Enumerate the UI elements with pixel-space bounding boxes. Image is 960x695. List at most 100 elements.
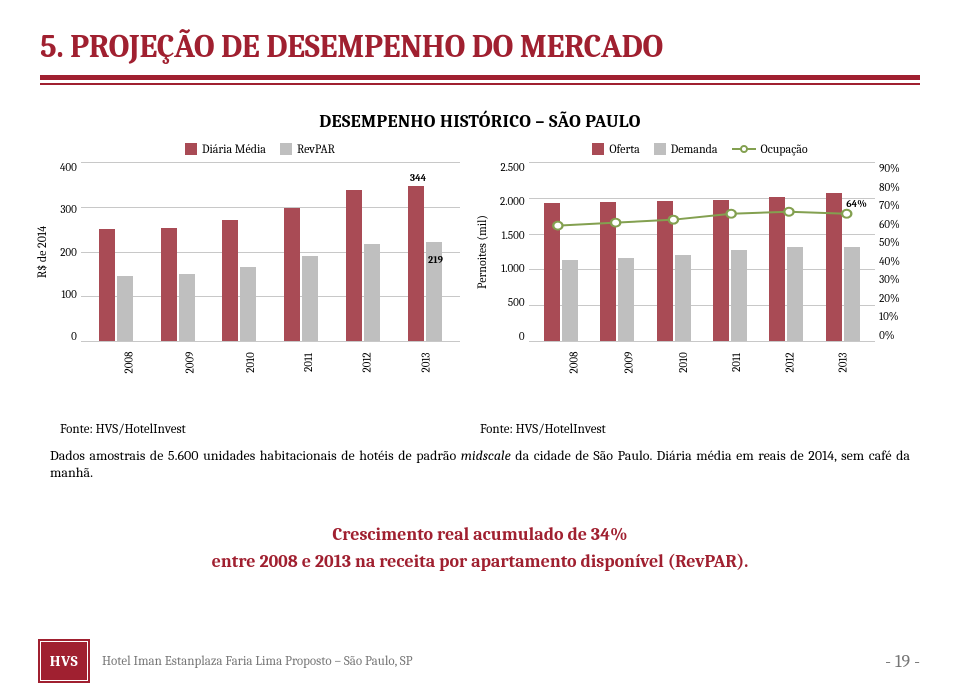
- chart-b-x-ticks: 200820092010201120122013: [500, 344, 900, 369]
- y-tick: 1.000: [500, 263, 525, 274]
- title-text-1: P: [70, 28, 89, 65]
- page-number: - 19 -: [885, 651, 920, 672]
- legend-label: Demanda: [671, 142, 718, 156]
- chart-a-plot: 344 219: [81, 162, 460, 342]
- chart-b-y-ticks: 2.5002.0001.5001.0005000: [500, 162, 529, 342]
- y-tick: 0: [60, 331, 77, 342]
- bar-end-label: 219: [428, 254, 443, 266]
- y2-tick: 90%: [879, 162, 900, 175]
- callout-line-2: entre 2008 e 2013 na receita por apartam…: [40, 548, 920, 575]
- legend-swatch-oferta: [592, 143, 604, 155]
- chart-a-legend: Diária Média RevPAR: [60, 142, 460, 156]
- bar-end-label: 344: [410, 172, 426, 184]
- callout-line-1: Crescimento real acumulado de 34%: [40, 521, 920, 548]
- legend-label: RevPAR: [297, 142, 335, 156]
- legend-item-diaria: Diária Média: [185, 142, 266, 156]
- y2-tick: 50%: [879, 236, 900, 249]
- legend-item-oferta: Oferta: [592, 142, 639, 156]
- legend-line-ocup: [732, 148, 756, 150]
- bar-diaria: [99, 229, 115, 342]
- chart-a-bars: 344 219: [81, 162, 460, 341]
- page-title: 5. PROJEÇÃO DE DESEMPENHO DO MERCADO: [40, 28, 920, 65]
- y2-tick: 20%: [879, 292, 900, 305]
- y-tick: 100: [60, 289, 77, 300]
- x-tick: 2013: [837, 353, 850, 373]
- x-tick: 2013: [420, 353, 433, 373]
- chart-a-source: Fonte: HVS/HotelInvest: [60, 422, 480, 437]
- y2-tick: 0%: [879, 329, 900, 342]
- bar-diaria: [408, 186, 424, 341]
- bar-revpar: [117, 276, 133, 341]
- legend-swatch-diaria: [185, 143, 197, 155]
- bar-group: [222, 220, 256, 342]
- chart-a-x-ticks: 200820092010201120122013: [60, 344, 460, 369]
- chart-a-body: R$ de 2014 4003002001000 344219: [60, 162, 460, 342]
- y2-tick: 70%: [879, 199, 900, 212]
- bar-group: [284, 208, 318, 341]
- footer: HVS Hotel Iman Estanplaza Faria Lima Pro…: [40, 641, 920, 681]
- x-tick: 2008: [122, 352, 135, 374]
- bar-diaria: [161, 228, 177, 341]
- x-tick: 2010: [243, 352, 256, 373]
- notes-italic: midscale: [461, 447, 511, 464]
- chart-b-y2-ticks: 90%80%70%60%50%40%30%20%10%0%: [875, 162, 900, 342]
- y2-tick: 30%: [879, 273, 900, 286]
- legend-item-revpar: RevPAR: [280, 142, 335, 156]
- chart-b-source: Fonte: HVS/HotelInvest: [480, 422, 900, 437]
- bar-revpar: [240, 267, 256, 341]
- bar-revpar: [364, 244, 380, 341]
- line-end-label: 64%: [846, 198, 867, 210]
- legend-item-ocup: Ocupação: [732, 142, 808, 156]
- chart-oferta-demanda-ocup: Oferta Demanda Ocupação Pernoites (mil) …: [500, 142, 900, 382]
- title-rules: [40, 75, 920, 85]
- bar-group: 344219: [408, 186, 442, 341]
- hvs-logo: HVS: [40, 641, 88, 681]
- bar-diaria: [284, 208, 300, 341]
- y-tick: 500: [500, 297, 525, 308]
- legend-item-demanda: Demanda: [654, 142, 718, 156]
- title-text-rest: ROJEÇÃO DE DESEMPENHO DO MERCADO: [89, 28, 663, 65]
- rule-thin: [40, 83, 920, 85]
- bar-group: [99, 229, 133, 342]
- x-tick: 2011: [302, 353, 315, 372]
- chart-b-legend: Oferta Demanda Ocupação: [500, 142, 900, 156]
- x-tick: 2008: [567, 352, 580, 374]
- bar-revpar: [302, 256, 318, 342]
- y2-tick: 60%: [879, 218, 900, 231]
- y-tick: 2.500: [500, 162, 525, 173]
- x-tick: 2012: [783, 352, 796, 372]
- chart-b-y-axis-label: Pernoites (mil): [475, 215, 489, 289]
- x-tick: 2011: [730, 353, 743, 372]
- y2-tick: 80%: [879, 181, 900, 194]
- bar-diaria: [346, 190, 362, 341]
- y-tick: 2.000: [500, 196, 525, 207]
- y-tick: 0: [500, 331, 525, 342]
- section-subtitle: DESEMPENHO HISTÓRICO – SÃO PAULO: [40, 111, 920, 132]
- legend-label: Ocupação: [761, 142, 808, 156]
- bar-group: [161, 228, 195, 341]
- title-number: 5.: [40, 28, 70, 65]
- legend-swatch-revpar: [280, 143, 292, 155]
- legend-label: Diária Média: [202, 142, 266, 156]
- x-tick: 2010: [677, 352, 690, 373]
- x-tick: 2012: [361, 352, 374, 372]
- chart-b-plot: 64%: [529, 162, 876, 342]
- y-tick: 200: [60, 247, 77, 258]
- chart-sources: Fonte: HVS/HotelInvest Fonte: HVS/HotelI…: [40, 422, 920, 437]
- y-tick: 400: [60, 162, 77, 173]
- slide-page: 5. PROJEÇÃO DE DESEMPENHO DO MERCADO DES…: [0, 0, 960, 695]
- data-notes: Dados amostrais de 5.600 unidades habita…: [40, 447, 920, 481]
- chart-b-body: Pernoites (mil) 2.5002.0001.5001.0005000…: [500, 162, 900, 342]
- chart-a-y-ticks: 4003002001000: [60, 162, 81, 342]
- rule-thick: [40, 75, 920, 80]
- chart-diaria-revpar: Diária Média RevPAR R$ de 2014 400300200…: [60, 142, 460, 382]
- logo-text: HVS: [50, 652, 79, 670]
- bar-revpar: [179, 274, 195, 342]
- notes-text-1: Dados amostrais de 5.600 unidades habita…: [50, 447, 461, 464]
- bar-group: [346, 190, 380, 341]
- x-tick: 2009: [183, 352, 196, 374]
- footer-text: Hotel Iman Estanplaza Faria Lima Propost…: [88, 654, 885, 669]
- chart-b-line: [529, 162, 876, 341]
- chart-a-y-axis-label: R$ de 2014: [35, 226, 49, 278]
- bar-diaria: [222, 220, 238, 342]
